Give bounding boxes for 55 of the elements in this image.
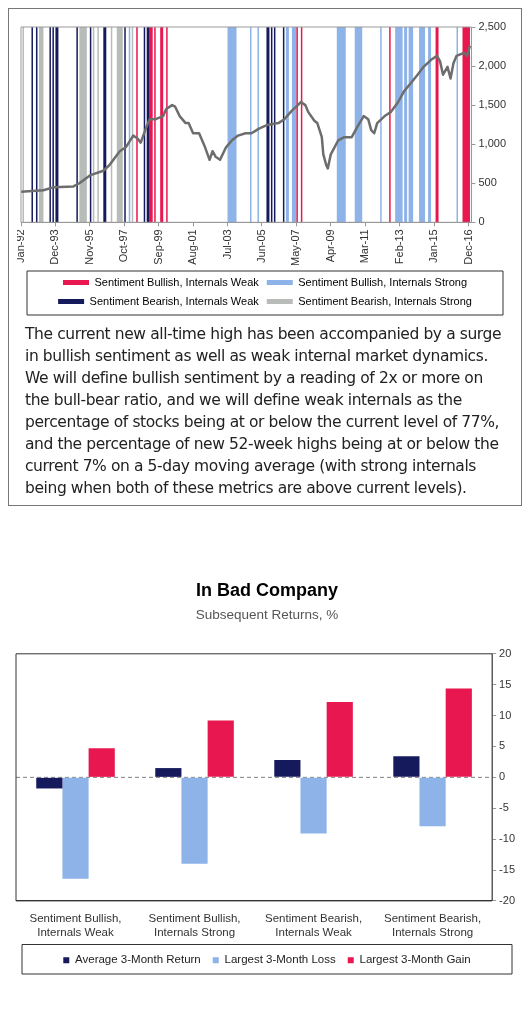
y-tick-label: 20 <box>499 646 512 659</box>
x-tick-label: Sentiment Bearish, Internals Strong <box>384 911 482 938</box>
y-tick-label: -15 <box>499 863 516 876</box>
y-tick-label: 2,500 <box>478 20 506 33</box>
legend-label: Sentiment Bearish, Internals Weak <box>89 294 260 307</box>
legend-label: Sentiment Bullish, Internals Weak <box>94 275 260 288</box>
chart-title: In Bad Company <box>195 579 339 600</box>
y-tick-label: 1,000 <box>478 137 506 150</box>
x-tick-label: Jan-92 <box>14 229 27 263</box>
x-tick-label: Apr-09 <box>323 229 336 263</box>
bar <box>445 688 472 777</box>
chart-subtitle: Subsequent Returns, % <box>195 607 339 623</box>
bar <box>393 756 420 777</box>
y-tick-label: 2,000 <box>478 59 506 72</box>
y-tick-label: -10 <box>499 832 516 845</box>
x-tick-label: Feb-13 <box>392 229 405 265</box>
text: The current new all-time high has been accompanied by a surge in bullish sentiment as well as weak internal market dynamics. We will define bullish sentiment by a reading of 2x or more on the bull-bear ratio, and we will define weak internals as the percentage of stocks being at or below the current level of 77%, and the percentage of new 52-week highs being at or below the current 7% on a 5-day moving average (with strong internals being when both of these metrics are above current levels). <box>25 324 503 499</box>
y-tick-label: 0 <box>499 770 506 783</box>
x-tick-label: Sentiment Bullish, Internals Strong <box>148 911 241 938</box>
bar <box>181 777 208 864</box>
x-tick-label: Jan-15 <box>427 229 440 263</box>
y-tick-label: 1,500 <box>478 98 506 111</box>
x-tick-label: Mar-11 <box>358 229 371 264</box>
legend-label: Sentiment Bearish, Internals Strong <box>298 294 472 307</box>
x-tick-label: Dec-16 <box>461 229 474 265</box>
y-tick-label: 10 <box>499 708 512 721</box>
bar <box>62 777 89 879</box>
bar <box>274 760 301 777</box>
x-tick-label: Sentiment Bullish, Internals Weak <box>29 911 122 938</box>
y-tick-label: 15 <box>499 677 512 690</box>
x-tick-label: May-07 <box>289 229 302 267</box>
legend-label: Average 3-Month Return <box>75 953 201 966</box>
y-tick-label: -20 <box>499 893 516 906</box>
y-tick-label: 500 <box>478 176 497 189</box>
x-tick-label: Sentiment Bearish, Internals Weak <box>264 911 363 938</box>
x-tick-label: Aug-01 <box>186 229 199 265</box>
legend-label: Sentiment Bullish, Internals Strong <box>298 275 468 288</box>
x-tick-label: Jul-03 <box>220 229 233 260</box>
y-tick-label: 0 <box>478 215 485 228</box>
bar <box>419 777 446 827</box>
bar <box>155 768 182 777</box>
bar <box>36 777 63 789</box>
x-tick-label: Sep-99 <box>151 229 164 265</box>
bar <box>207 720 234 777</box>
x-tick-label: Dec-93 <box>48 229 61 265</box>
bar <box>326 701 353 777</box>
x-tick-label: Nov-95 <box>82 229 95 265</box>
x-tick-label: Oct-97 <box>117 229 130 263</box>
legend-label: Largest 3-Month Gain <box>359 953 471 966</box>
bar <box>88 748 115 777</box>
bar <box>300 777 327 834</box>
y-tick-label: -5 <box>499 801 509 814</box>
y-tick-label: 5 <box>499 739 506 752</box>
x-tick-label: Jun-05 <box>254 229 267 263</box>
legend-label: Largest 3-Month Loss <box>224 953 336 966</box>
